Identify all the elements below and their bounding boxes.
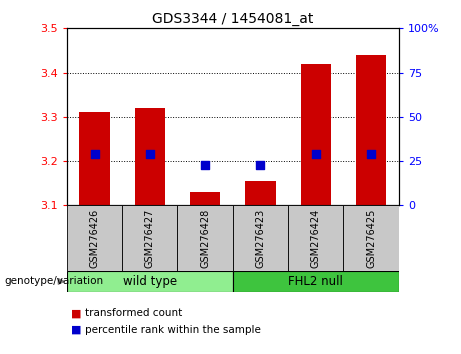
Bar [177, 205, 233, 271]
Bar [356, 55, 386, 205]
Bar [190, 192, 220, 205]
Text: ■: ■ [71, 308, 82, 318]
Bar [122, 205, 177, 271]
Bar [233, 205, 288, 271]
Title: GDS3344 / 1454081_at: GDS3344 / 1454081_at [152, 12, 313, 26]
Text: GSM276427: GSM276427 [145, 209, 155, 268]
Text: GSM276426: GSM276426 [89, 209, 100, 268]
Point [91, 152, 98, 157]
Text: GSM276424: GSM276424 [311, 209, 321, 268]
Point [257, 162, 264, 168]
Text: GSM276425: GSM276425 [366, 209, 376, 268]
Text: ■: ■ [71, 325, 82, 335]
Point [146, 152, 154, 157]
Bar [79, 113, 110, 205]
Text: wild type: wild type [123, 275, 177, 288]
Text: FHL2 null: FHL2 null [288, 275, 343, 288]
Text: percentile rank within the sample: percentile rank within the sample [85, 325, 261, 335]
Text: genotype/variation: genotype/variation [5, 276, 104, 286]
Point [201, 162, 209, 168]
Text: GSM276423: GSM276423 [255, 209, 266, 268]
Bar [233, 271, 399, 292]
Bar [245, 181, 276, 205]
Bar [343, 205, 399, 271]
Text: transformed count: transformed count [85, 308, 183, 318]
Bar [67, 271, 233, 292]
Text: GSM276428: GSM276428 [200, 209, 210, 268]
Point [312, 152, 319, 157]
Bar [135, 108, 165, 205]
Point [367, 152, 375, 157]
Bar [301, 64, 331, 205]
Bar [67, 205, 122, 271]
Bar [288, 205, 343, 271]
